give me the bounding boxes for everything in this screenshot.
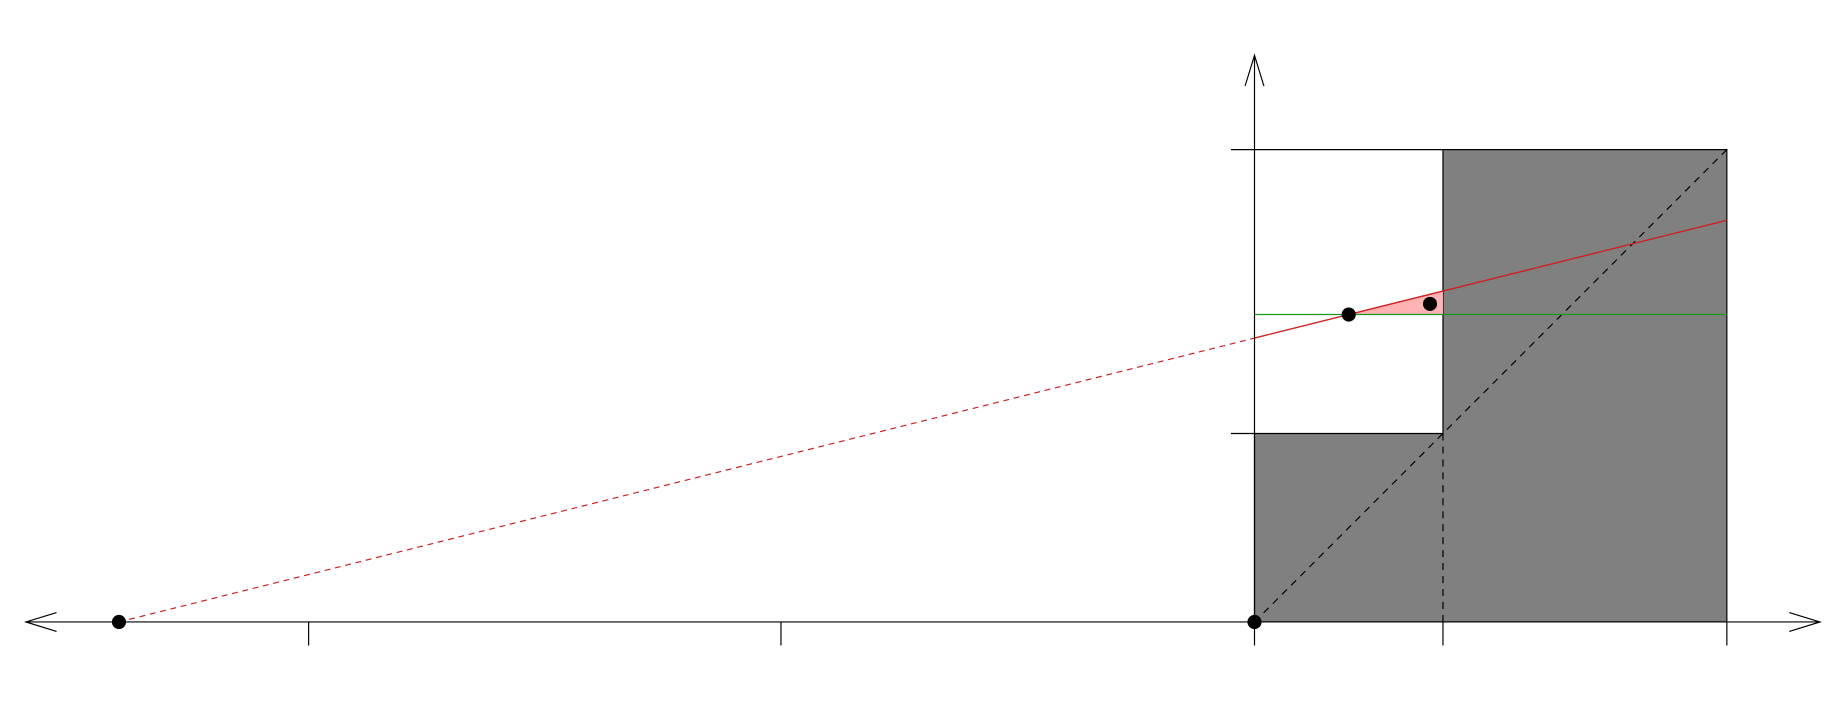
point — [1422, 296, 1438, 311]
arrow-right — [1789, 611, 1822, 632]
red-dashed-line — [118, 337, 1255, 623]
shaded-region — [1253, 149, 1728, 623]
arrow-left — [23, 611, 57, 632]
point — [1247, 614, 1262, 630]
point — [111, 614, 127, 630]
point — [1341, 307, 1356, 322]
red-line — [1254, 219, 1728, 339]
arrow-up — [1244, 53, 1265, 87]
